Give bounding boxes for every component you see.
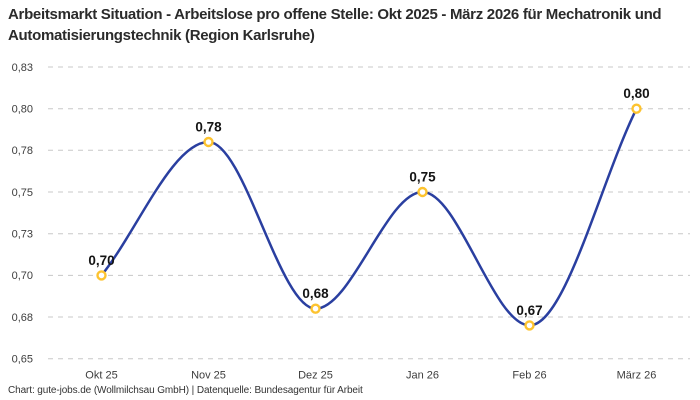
- data-point-label: 0,75: [409, 170, 436, 185]
- x-tick-label: Feb 26: [512, 370, 546, 382]
- y-tick-label: 0,70: [12, 270, 33, 282]
- y-tick-label: 0,75: [12, 187, 33, 199]
- data-point-marker: [631, 103, 642, 114]
- y-tick-label: 0,68: [12, 312, 33, 324]
- trend-line: [100, 107, 638, 327]
- data-point-marker: [310, 303, 321, 314]
- data-point-marker: [524, 320, 535, 331]
- y-tick-label: 0,83: [12, 62, 33, 74]
- x-tick-label: Jan 26: [406, 370, 439, 382]
- data-point-label: 0,68: [302, 286, 329, 301]
- x-tick-label: Nov 25: [191, 370, 226, 382]
- y-tick-label: 0,78: [12, 145, 33, 157]
- x-tick-label: Okt 25: [85, 370, 117, 382]
- x-tick-label: Dez 25: [298, 370, 333, 382]
- data-point-label: 0,80: [623, 86, 649, 101]
- data-point-label: 0,78: [195, 120, 222, 135]
- chart-credit: Chart: gute-jobs.de (Wollmilchsau GmbH) …: [8, 385, 363, 396]
- data-point-marker: [203, 136, 214, 148]
- data-point-marker: [96, 270, 107, 281]
- data-point-label: 0,70: [88, 253, 114, 268]
- y-tick-label: 0,65: [12, 354, 33, 366]
- data-point-marker: [417, 186, 428, 198]
- y-tick-label: 0,73: [12, 229, 33, 241]
- y-tick-label: 0,80: [12, 104, 33, 116]
- x-tick-label: März 26: [617, 370, 657, 382]
- chart-title: Arbeitsmarkt Situation - Arbeitslose pro…: [8, 6, 662, 44]
- data-point-label: 0,67: [516, 303, 542, 318]
